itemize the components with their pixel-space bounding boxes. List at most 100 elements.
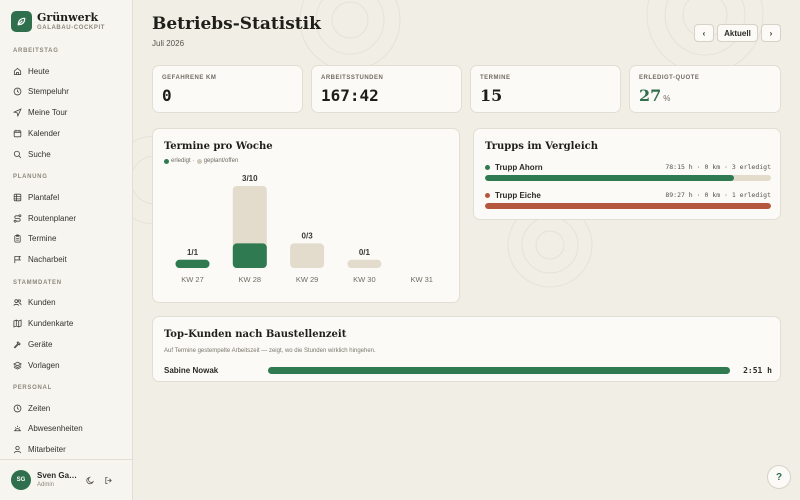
clock-icon	[13, 87, 22, 95]
page-title: Betriebs-Statistik	[152, 14, 321, 34]
kpi-value: 27	[639, 86, 662, 105]
sidebar-item-label: Stempeluhr	[28, 86, 69, 96]
bar-done-kw-27[interactable]	[175, 259, 210, 268]
sidebar-item-meine-tour[interactable]: Meine Tour	[13, 106, 67, 118]
kpi-value-wrap: 27%	[639, 86, 670, 105]
top-customer-row[interactable]: Sabine Nowak 2:51 h	[164, 364, 772, 376]
customer-name: Sabine Nowak	[164, 365, 219, 375]
termine-bar-chart: 1/1 KW 27 3/10 KW 28 0/3 KW 29 0/1 KW 30 KW 31	[175, 174, 433, 284]
trupp-color-dot	[485, 164, 490, 170]
sidebar-item-abwesenheiten[interactable]: Abwesenheiten	[13, 422, 83, 434]
trupp-bar-track	[485, 203, 771, 209]
sidebar-item-zeiten[interactable]: Zeiten	[13, 402, 50, 414]
kpi-unit: %	[663, 94, 671, 103]
kpi-card-appointments: TERMINE 15	[470, 65, 621, 113]
bar-data-label: 0/1	[359, 248, 371, 257]
users-icon	[13, 298, 22, 306]
sidebar-item-stempeluhr[interactable]: Stempeluhr	[13, 85, 69, 97]
customer-hours: 2:51 h	[743, 365, 772, 375]
termine-chart-card: Termine pro Woche erledigt · geplant/off…	[152, 128, 460, 303]
current-period-button[interactable]: Aktuell	[717, 24, 758, 42]
sidebar-item-label: Mitarbeiter	[28, 444, 66, 454]
sidebar-item-geraete[interactable]: Geräte	[13, 338, 52, 350]
layers-icon	[13, 361, 22, 370]
sidebar-item-routenplaner[interactable]: Routenplaner	[13, 212, 76, 224]
sidebar-item-suche[interactable]: Suche	[13, 148, 51, 160]
brand-subtitle: GALABAU-COCKPIT	[37, 24, 105, 31]
sidebar: Grünwerk GALABAU-COCKPIT ARBEITSTAG Heut…	[0, 0, 133, 500]
trupp-name: Trupp Eiche	[495, 190, 541, 200]
x-tick-label: KW 30	[353, 275, 376, 284]
leaf-logo-icon	[11, 11, 32, 32]
navigation-icon	[13, 107, 22, 117]
customer-bar-fill	[268, 366, 730, 374]
trupp-bar-fill	[485, 175, 734, 181]
avatar[interactable]: SG	[11, 470, 31, 490]
sidebar-item-label: Routenplaner	[28, 213, 77, 223]
sidebar-item-kundenkarte[interactable]: Kundenkarte	[13, 317, 73, 329]
sidebar-item-kalender[interactable]: Kalender	[13, 127, 60, 139]
brand[interactable]: Grünwerk GALABAU-COCKPIT	[11, 11, 105, 32]
sidebar-item-vorlagen[interactable]: Vorlagen	[13, 359, 60, 371]
clipboard-icon	[14, 233, 21, 243]
logout-icon[interactable]	[104, 476, 113, 485]
sidebar-item-label: Kalender	[28, 128, 61, 138]
kpi-card-done-rate: ERLEDIGT-QUOTE 27%	[629, 65, 781, 113]
sidebar-item-termine[interactable]: Termine	[13, 232, 56, 244]
trupp-bar-track	[485, 175, 771, 181]
sidebar-item-nacharbeit[interactable]: Nacharbeit	[13, 253, 67, 265]
sidebar-item-label: Vorlagen	[28, 360, 60, 370]
bar-data-label: 3/10	[242, 174, 258, 183]
sun-icon	[13, 425, 22, 431]
customer-bar-track	[268, 366, 730, 374]
kpi-card-hours: ARBEITSSTUNDEN 167:42	[311, 65, 462, 113]
sidebar-item-mitarbeiter[interactable]: Mitarbeiter	[13, 443, 66, 455]
trupp-row-ahorn[interactable]: Trupp Ahorn 78:15 h · 0 km · 3 erledigt	[485, 162, 771, 181]
chart-legend: erledigt · geplant/offen	[164, 158, 238, 164]
trupp-name: Trupp Ahorn	[495, 162, 543, 172]
sidebar-item-label: Geräte	[28, 339, 53, 349]
next-period-button[interactable]: ›	[761, 24, 781, 42]
x-tick-label: KW 27	[181, 275, 204, 284]
trupp-row-eiche[interactable]: Trupp Eiche 89:27 h · 0 km · 1 erledigt	[485, 190, 771, 209]
kpi-value: 0	[162, 86, 172, 105]
legend-dot-planned	[196, 158, 202, 164]
bar-planned-kw-29[interactable]	[290, 243, 325, 268]
bar-planned-kw-30[interactable]	[347, 259, 382, 268]
sidebar-item-label: Kunden	[28, 297, 56, 307]
help-button[interactable]: ?	[767, 465, 791, 489]
x-tick-label: KW 29	[296, 275, 319, 284]
sidebar-item-label: Abwesenheiten	[28, 423, 83, 433]
trupp-stats: 89:27 h · 0 km · 1 erledigt	[665, 191, 771, 199]
grid-icon	[13, 193, 22, 201]
sidebar-item-heute[interactable]: Heute	[13, 65, 49, 77]
calendar-icon	[13, 129, 22, 137]
sidebar-item-label: Nacharbeit	[28, 254, 67, 264]
moon-icon[interactable]	[86, 476, 95, 485]
home-icon	[13, 67, 22, 75]
top-customers-card: Top-Kunden nach Baustellenzeit Auf Termi…	[152, 316, 781, 382]
bar-data-label: 1/1	[187, 248, 199, 257]
trupp-stats: 78:15 h · 0 km · 3 erledigt	[665, 163, 771, 171]
sidebar-item-plantafel[interactable]: Plantafel	[13, 191, 59, 203]
nav-section-planung: PLANUNG	[13, 174, 48, 180]
sidebar-item-label: Plantafel	[28, 192, 60, 202]
prev-period-button[interactable]: ‹	[694, 24, 714, 42]
kpi-label: ERLEDIGT-QUOTE	[639, 75, 700, 81]
sidebar-item-kunden[interactable]: Kunden	[13, 296, 56, 308]
kpi-value: 167:42	[321, 86, 379, 105]
flag-icon	[14, 255, 22, 263]
x-tick-label: KW 31	[410, 275, 433, 284]
x-tick-label: KW 28	[239, 275, 262, 284]
legend-planned: geplant/offen	[203, 158, 239, 164]
kpi-label: GEFAHRENE KM	[162, 75, 217, 81]
card-title: Trupps im Vergleich	[485, 141, 598, 152]
period-label: Juli 2026	[152, 39, 185, 48]
user-name: Sven Ga…	[37, 470, 77, 480]
bar-done-kw-28[interactable]	[232, 243, 267, 268]
kpi-label: TERMINE	[480, 75, 511, 81]
user-panel: SG Sven Ga… Admin	[0, 459, 133, 500]
user-role: Admin	[37, 481, 55, 488]
sidebar-item-label: Termine	[28, 233, 57, 243]
search-icon	[13, 150, 22, 158]
